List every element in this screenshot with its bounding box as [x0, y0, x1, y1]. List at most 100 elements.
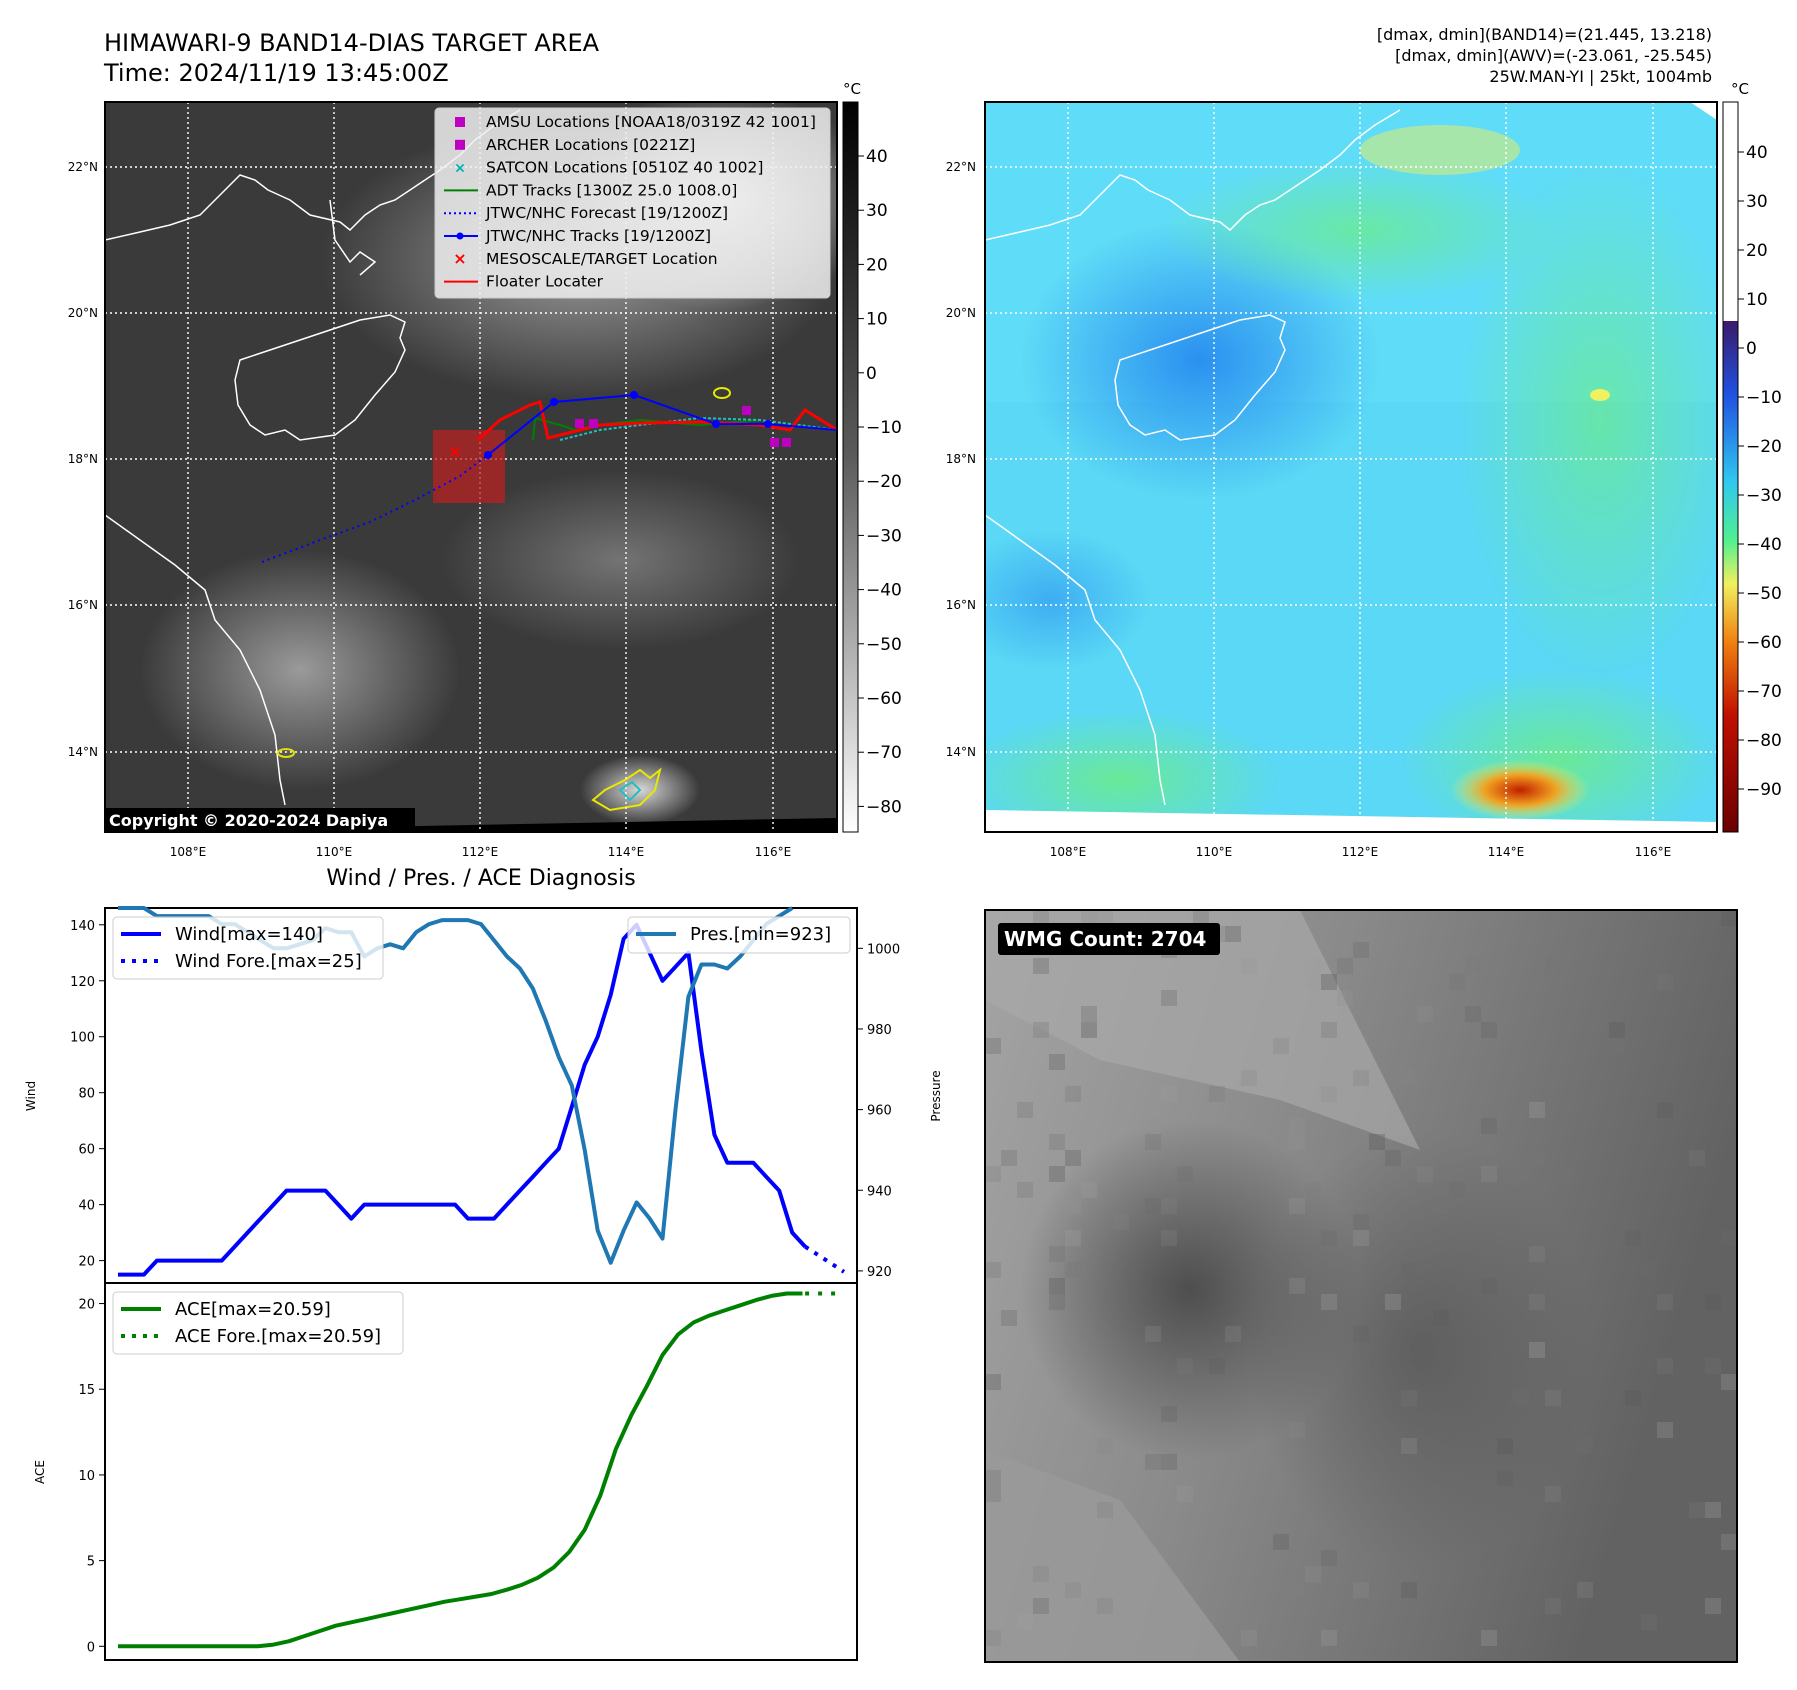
- svg-text:22°N: 22°N: [68, 160, 98, 174]
- svg-text:18°N: 18°N: [68, 452, 98, 466]
- legend-marker-square: [455, 139, 465, 150]
- legend-entry: JTWC/NHC Forecast [19/1200Z]: [444, 204, 728, 222]
- legend-label: MESOSCALE/TARGET Location: [486, 250, 718, 268]
- stats-awv: [dmax, dmin](AWV)=(-23.061, -25.545): [1395, 46, 1712, 65]
- ir-map-panel: × AMSU Locations [NOAA18/0319Z 42 1001]A…: [68, 101, 838, 859]
- target-area-box: [433, 430, 505, 503]
- awv-map-panel: 108°E 110°E 112°E 114°E 116°E 22°N 20°N 18°…: [946, 101, 1718, 859]
- svg-text:20°N: 20°N: [946, 306, 976, 320]
- pressure-ytick-label: 920: [867, 1265, 892, 1280]
- ace-chart: 0 5 10 15 20 ACE ACE[max=20.59] ACE Fore.[max=2…: [33, 1282, 858, 1661]
- svg-text:114°E: 114°E: [1488, 845, 1525, 859]
- pressure-ytick-label: 1000: [867, 942, 900, 957]
- awv-colorbar: °C 40 30 20 10 0 −10 −20 −30 −40 −50 −60 −70 −80 −90: [1722, 80, 1782, 833]
- copyright-text: Copyright © 2020-2024 Dapiya: [109, 811, 388, 830]
- legend-label: AMSU Locations [NOAA18/0319Z 42 1001]: [486, 113, 816, 131]
- wmg-count-box: [998, 923, 1220, 955]
- colorbar-tick-label: −30: [1746, 486, 1782, 506]
- colorbar-tick-label: −30: [866, 526, 902, 546]
- wind-ytick-label: 80: [78, 1087, 95, 1102]
- legend-entry: ADT Tracks [1300Z 25.0 1008.0]: [444, 181, 737, 199]
- floater-locator-line: [476, 400, 837, 442]
- colorbar-tick-label: −10: [866, 418, 902, 438]
- colorbar-tick-label: −80: [866, 797, 902, 817]
- ace-ytick-label: 20: [78, 1298, 95, 1313]
- svg-text:112°E: 112°E: [1342, 845, 1379, 859]
- ace-ytick-label: 15: [78, 1383, 95, 1398]
- legend-label: Pres.[min=923]: [690, 924, 831, 945]
- copyright-box: [105, 808, 415, 832]
- legend-label: ADT Tracks [1300Z 25.0 1008.0]: [486, 181, 737, 199]
- svg-text:14°N: 14°N: [946, 745, 976, 759]
- svg-text:18°N: 18°N: [946, 452, 976, 466]
- svg-text:14°N: 14°N: [68, 745, 98, 759]
- ir-colorbar: °C 40 30 20 10 0 −10 −20 −30 −40 −50 −60 −70 −80: [842, 80, 902, 833]
- pressure-ytick-label: 960: [867, 1104, 892, 1119]
- svg-text:116°E: 116°E: [1635, 845, 1672, 859]
- pressure-ytick-label: 980: [867, 1023, 892, 1038]
- awv-lon-labels: 108°E 110°E 112°E 114°E 116°E: [1050, 845, 1672, 859]
- legend-label: Floater Locater: [486, 273, 604, 291]
- awv-map-grid: [985, 102, 1717, 832]
- wind-line: [118, 922, 807, 1277]
- colorbar-tick-label: 10: [866, 310, 888, 330]
- svg-text:16°N: 16°N: [946, 598, 976, 612]
- ace-ytick-label: 0: [87, 1640, 95, 1655]
- jtwc-forecast-line: [261, 454, 489, 563]
- legend-marker-x: ×: [453, 249, 466, 268]
- colorbar-tick-label: 30: [1746, 192, 1768, 212]
- wind-ytick-label: 60: [78, 1143, 95, 1158]
- colorbar-tick-label: 40: [1746, 143, 1768, 163]
- colorbar-tick-label: −40: [1746, 535, 1782, 555]
- legend-entry: ARCHER Locations [0221Z]: [455, 136, 695, 154]
- colorbar-tick-label: −90: [1746, 780, 1782, 800]
- stats-band14: [dmax, dmin](BAND14)=(21.445, 13.218): [1377, 25, 1712, 44]
- ace-ytick-label: 10: [78, 1469, 95, 1484]
- wmg-count-text: WMG Count: 2704: [1004, 927, 1206, 951]
- legend-label: Wind[max=140]: [175, 924, 323, 945]
- colorbar-tick-label: 10: [1746, 290, 1768, 310]
- legend-label: Wind Fore.[max=25]: [175, 951, 362, 972]
- wind-pressure-chart: 20 40 60 80 100 120 140 920 940 960 980 1000 Wind Pre…: [24, 906, 943, 1284]
- legend-label: ACE[max=20.59]: [175, 1299, 331, 1320]
- colorbar-tick-label: −60: [1746, 633, 1782, 653]
- ace-ylabel: ACE: [33, 1460, 47, 1484]
- jtwc-track-line: [487, 393, 837, 456]
- pressure-ylabel: Pressure: [929, 1070, 943, 1121]
- svg-text:110°E: 110°E: [1196, 845, 1233, 859]
- legend-entry: Floater Locater: [444, 273, 604, 291]
- legend-marker-dot: [456, 232, 464, 240]
- ace-legend: ACE[max=20.59] ACE Fore.[max=20.59]: [112, 1291, 404, 1355]
- legend-entry: JTWC/NHC Tracks [19/1200Z]: [444, 227, 711, 245]
- colorbar-tick-label: −20: [866, 472, 902, 492]
- storm-info: 25W.MAN-YI | 25kt, 1004mb: [1489, 67, 1712, 86]
- legend-label: JTWC/NHC Forecast [19/1200Z]: [485, 204, 728, 222]
- colorbar-tick-label: −50: [866, 635, 902, 655]
- awv-lat-labels: 22°N 20°N 18°N 16°N 14°N: [946, 160, 976, 759]
- legend-label: SATCON Locations [0510Z 40 1002]: [486, 159, 763, 177]
- wind-ytick-label: 40: [78, 1199, 95, 1214]
- figure-time: Time: 2024/11/19 13:45:00Z: [103, 59, 449, 87]
- diagnosis-title: Wind / Pres. / ACE Diagnosis: [326, 866, 635, 891]
- colorbar-tick-label: −60: [866, 689, 902, 709]
- colorbar-tick-label: −70: [1746, 682, 1782, 702]
- legend-label: ARCHER Locations [0221Z]: [486, 136, 695, 154]
- figure-title: HIMAWARI-9 BAND14-DIAS TARGET AREA: [104, 29, 600, 57]
- wind-forecast-line: [804, 1244, 846, 1274]
- ir-map-legend: AMSU Locations [NOAA18/0319Z 42 1001] ARC…: [434, 107, 831, 299]
- legend-entry: × SATCON Locations [0510Z 40 1002]: [454, 159, 763, 177]
- legend-marker-cross: ×: [454, 161, 466, 177]
- colorbar-tick-label: 0: [1746, 339, 1757, 359]
- wind-ylabel: Wind: [24, 1081, 38, 1111]
- ace-line: [118, 1291, 803, 1649]
- svg-text:22°N: 22°N: [946, 160, 976, 174]
- svg-text:20°N: 20°N: [68, 306, 98, 320]
- pressure-legend: Pres.[min=923]: [627, 916, 851, 954]
- wind-legend: Wind[max=140] Wind Fore.[max=25]: [112, 916, 384, 980]
- colorbar-tick-label: −20: [1746, 437, 1782, 457]
- ace-ytick-label: 5: [87, 1555, 95, 1570]
- pressure-ytick-label: 940: [867, 1184, 892, 1199]
- svg-text:110°E: 110°E: [316, 845, 353, 859]
- legend-label: ACE Fore.[max=20.59]: [175, 1326, 381, 1347]
